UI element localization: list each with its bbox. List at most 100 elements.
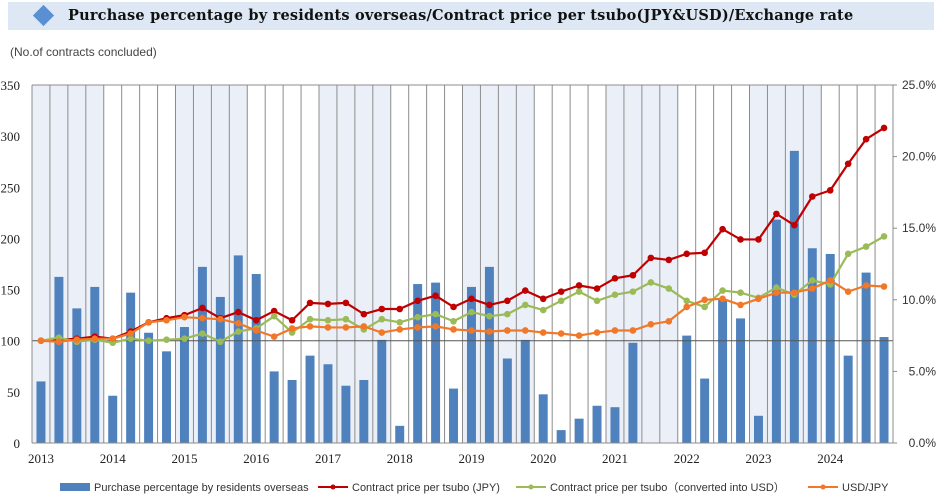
data-point	[629, 288, 637, 295]
data-point	[683, 303, 691, 311]
bar	[610, 407, 620, 443]
data-point	[37, 337, 45, 345]
data-point	[324, 300, 332, 308]
data-point	[378, 329, 386, 336]
y-right-tick-label: 25.0%	[902, 78, 936, 92]
data-point	[270, 312, 278, 320]
data-point	[808, 285, 816, 292]
data-point	[252, 327, 260, 334]
data-point	[378, 315, 386, 323]
data-point	[539, 306, 547, 314]
bar	[682, 335, 692, 443]
data-point	[324, 316, 332, 324]
legend-swatch-bar	[60, 483, 90, 491]
data-point	[647, 279, 655, 286]
data-point	[557, 330, 565, 337]
legend-item: Contract price per tsubo (JPY)	[318, 482, 500, 494]
y-left-tick-label: 150	[1, 283, 21, 298]
x-tick-label: 2017	[315, 451, 342, 466]
bar	[861, 272, 871, 443]
bar	[233, 255, 243, 443]
line-series-0	[37, 124, 888, 345]
legend-label: USD/JPY	[842, 482, 889, 494]
data-point	[288, 325, 296, 332]
y-right-tick-label: 20.0%	[902, 150, 936, 164]
data-point	[862, 243, 870, 250]
data-point	[414, 324, 421, 331]
data-point	[342, 315, 350, 323]
data-point	[270, 333, 278, 340]
x-tick-label: 2019	[458, 451, 484, 466]
data-point	[773, 284, 780, 291]
data-point	[737, 236, 744, 243]
bar	[449, 388, 459, 443]
bar	[269, 371, 279, 443]
y-left-tick-label: 350	[1, 78, 21, 93]
data-point	[844, 160, 852, 168]
data-point	[611, 291, 619, 298]
data-point	[468, 308, 475, 316]
data-point	[611, 327, 619, 334]
x-tick-label: 2022	[674, 451, 700, 466]
data-point	[880, 233, 888, 240]
data-point	[486, 328, 493, 335]
y-left-tick-label: 0	[14, 436, 21, 451]
bar	[736, 318, 746, 443]
data-point	[378, 305, 386, 313]
data-point	[306, 299, 314, 307]
data-point	[701, 303, 708, 311]
legend-swatch-marker	[528, 484, 534, 490]
data-point	[163, 336, 170, 343]
x-tick-label: 2023	[745, 451, 771, 466]
bar	[843, 355, 853, 443]
data-point	[683, 250, 691, 258]
data-point	[73, 336, 81, 343]
data-point	[127, 335, 134, 342]
data-point	[647, 254, 655, 262]
data-point	[808, 277, 816, 284]
data-point	[844, 288, 852, 295]
data-point	[396, 319, 404, 326]
data-point	[270, 307, 278, 315]
y-left-tick-label: 200	[1, 231, 21, 246]
bar	[538, 394, 548, 443]
bar	[305, 355, 315, 443]
data-point	[755, 295, 762, 303]
data-point	[701, 296, 708, 304]
data-point	[629, 271, 637, 279]
data-point	[521, 301, 529, 309]
data-point	[306, 315, 314, 323]
legend-item: Contract price per tsubo（converted into …	[516, 481, 785, 494]
bar	[556, 430, 566, 443]
data-point	[880, 283, 888, 290]
bar	[215, 296, 225, 443]
data-point	[342, 299, 350, 307]
bar	[592, 405, 602, 443]
bar	[484, 266, 494, 443]
data-point	[450, 303, 457, 311]
legend-label: Contract price per tsubo (JPY)	[352, 482, 500, 494]
legend: Purchase percentage by residents oversea…	[60, 481, 889, 494]
data-point	[199, 330, 206, 337]
y-left-tick-label: 50	[7, 385, 20, 400]
y-right-tick-label: 15.0%	[902, 221, 936, 235]
data-point	[719, 287, 726, 294]
x-tick-label: 2016	[243, 451, 270, 466]
data-point	[468, 295, 475, 303]
data-point	[145, 337, 152, 345]
bar	[825, 253, 835, 443]
bar	[341, 385, 351, 443]
legend-label: Contract price per tsubo（converted into …	[550, 481, 785, 494]
line-series-2	[37, 277, 888, 346]
data-point	[252, 316, 260, 324]
bar	[628, 342, 638, 443]
data-point	[862, 282, 870, 289]
data-point	[826, 187, 834, 194]
data-point	[450, 317, 457, 325]
data-point	[880, 124, 888, 132]
bar	[108, 395, 118, 443]
data-point	[432, 310, 439, 318]
bar	[179, 327, 189, 443]
y-right-tick-label: 5.0%	[909, 364, 937, 378]
